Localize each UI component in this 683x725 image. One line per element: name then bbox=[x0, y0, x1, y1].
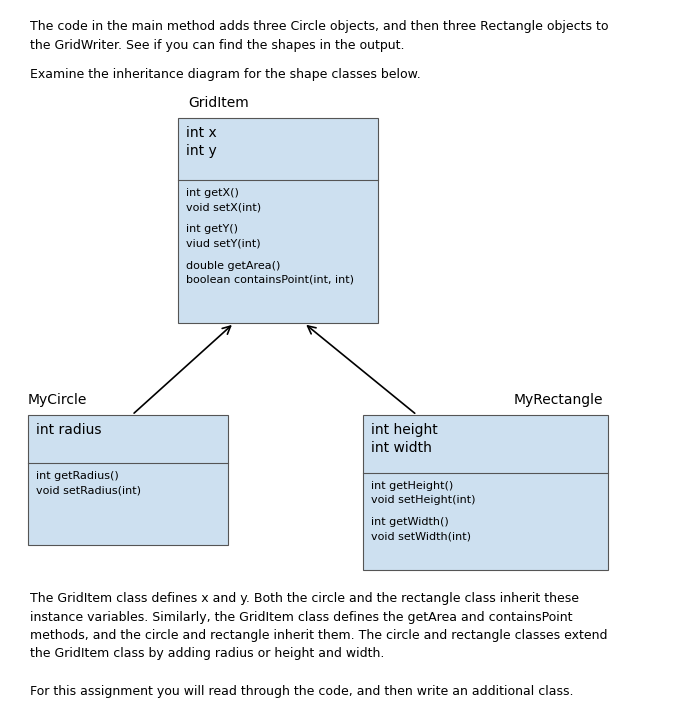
Text: int getHeight(): int getHeight() bbox=[371, 481, 454, 491]
Text: int width: int width bbox=[371, 441, 432, 455]
Text: MyRectangle: MyRectangle bbox=[514, 393, 603, 407]
Text: int x: int x bbox=[186, 126, 217, 140]
Text: MyCircle: MyCircle bbox=[28, 393, 87, 407]
Text: boolean containsPoint(int, int): boolean containsPoint(int, int) bbox=[186, 275, 354, 285]
Text: The code in the main method adds three Circle objects, and then three Rectangle : The code in the main method adds three C… bbox=[30, 20, 609, 51]
Text: viud setY(int): viud setY(int) bbox=[186, 239, 261, 249]
Text: int getRadius(): int getRadius() bbox=[36, 471, 119, 481]
Text: Examine the inheritance diagram for the shape classes below.: Examine the inheritance diagram for the … bbox=[30, 68, 421, 81]
Text: int getWidth(): int getWidth() bbox=[371, 518, 449, 527]
Text: double getArea(): double getArea() bbox=[186, 261, 281, 271]
Bar bbox=[28, 415, 228, 545]
Bar bbox=[363, 415, 608, 570]
Text: int radius: int radius bbox=[36, 423, 102, 437]
Text: void setWidth(int): void setWidth(int) bbox=[371, 531, 471, 542]
Text: int y: int y bbox=[186, 144, 217, 158]
Bar bbox=[178, 118, 378, 323]
Text: void setRadius(int): void setRadius(int) bbox=[36, 485, 141, 495]
Text: int getY(): int getY() bbox=[186, 225, 238, 234]
Text: GridItem: GridItem bbox=[188, 96, 249, 110]
Text: For this assignment you will read through the code, and then write an additional: For this assignment you will read throug… bbox=[30, 685, 574, 698]
Text: int height: int height bbox=[371, 423, 438, 437]
Text: void setHeight(int): void setHeight(int) bbox=[371, 495, 475, 505]
Text: int getX(): int getX() bbox=[186, 188, 239, 198]
Text: void setX(int): void setX(int) bbox=[186, 202, 261, 212]
Text: The GridItem class defines x and y. Both the circle and the rectangle class inhe: The GridItem class defines x and y. Both… bbox=[30, 592, 607, 660]
